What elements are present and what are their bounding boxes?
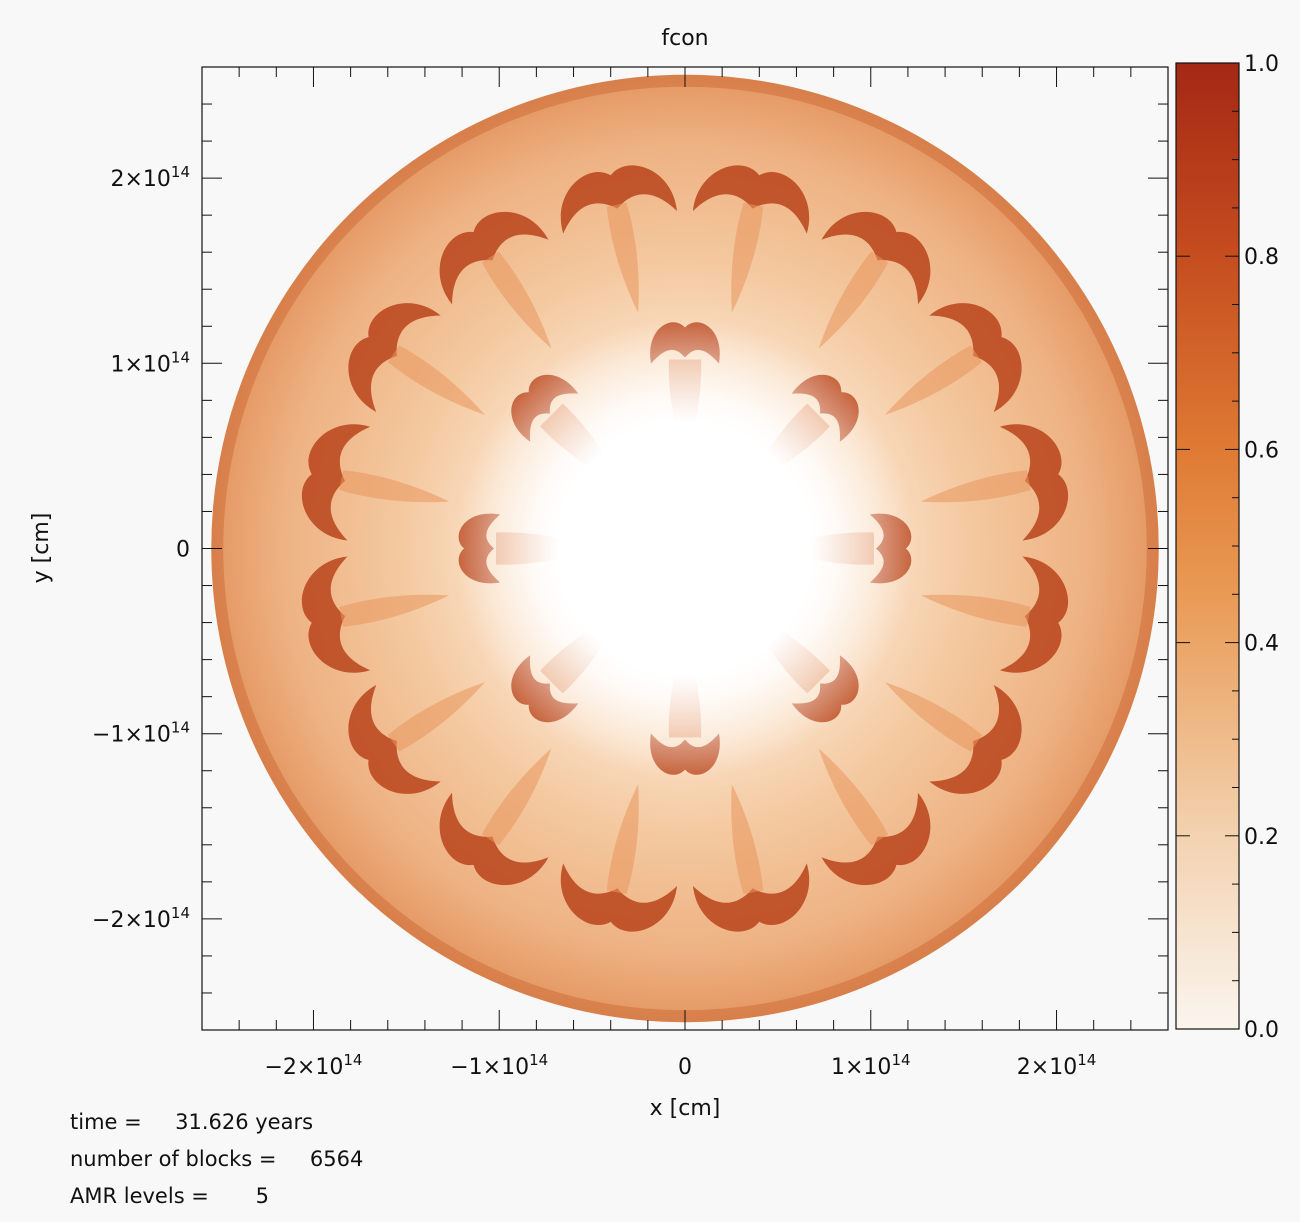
- plume-stem: [481, 251, 552, 349]
- plume-stem: [387, 345, 485, 415]
- plume-cap: [439, 211, 549, 305]
- plume-stem: [339, 594, 450, 627]
- plume-stem: [920, 594, 1031, 627]
- y-axis-label: y [cm]: [29, 513, 54, 584]
- colorbar-tick-label: 1.0: [1244, 52, 1279, 77]
- info-amr-levels: AMR levels = 5: [70, 1184, 269, 1208]
- plume-stem: [606, 784, 639, 895]
- plume-stem: [818, 748, 889, 846]
- heatmap-field: [211, 74, 1159, 1023]
- plume-cap: [348, 685, 441, 794]
- plume-stem: [731, 202, 764, 313]
- plume-cap: [821, 792, 931, 886]
- x-tick-labels: −2×1014 −1×1014 0 1×1014 2×1014: [264, 1051, 1096, 1080]
- bright-core: [455, 319, 915, 778]
- plume-feature: [818, 748, 931, 886]
- plume-feature: [818, 211, 931, 349]
- plume-feature: [920, 556, 1069, 673]
- plume-cap: [999, 556, 1069, 673]
- y-tick-label: −2×1014: [92, 904, 190, 933]
- colorbar-tick-label: 0.2: [1244, 825, 1279, 850]
- colorbar-ticks: 0.0 0.2 0.4 0.6 0.8 1.0: [1176, 52, 1279, 1043]
- plume-cap: [821, 211, 931, 305]
- plume-cap: [561, 165, 678, 234]
- colorbar-tick-label: 0.8: [1244, 245, 1279, 270]
- plume-stem: [606, 202, 639, 313]
- chart-title: fcon: [661, 26, 708, 51]
- plume-cap: [692, 863, 809, 932]
- x-axis-label: x [cm]: [650, 1096, 721, 1121]
- plume-feature: [439, 748, 552, 886]
- plume-feature: [561, 165, 678, 313]
- plume-stem: [387, 682, 485, 752]
- colorbar-tick-label: 0.4: [1244, 632, 1279, 657]
- plume-cap: [561, 863, 678, 932]
- plume-cap: [439, 792, 549, 886]
- info-blocks: number of blocks = 6564: [70, 1147, 364, 1171]
- plume-feature: [301, 424, 450, 541]
- x-tick-label: −1×1014: [450, 1051, 548, 1080]
- plume-cap: [929, 303, 1022, 412]
- plume-feature: [692, 784, 809, 932]
- plume-feature: [920, 424, 1069, 541]
- plume-stem: [731, 784, 764, 895]
- plume-stem: [885, 345, 983, 415]
- plume-feature: [301, 556, 450, 673]
- plume-stem: [481, 748, 552, 846]
- colorbar-tick-label: 0.0: [1244, 1018, 1279, 1043]
- info-time: time = 31.626 years: [70, 1110, 314, 1134]
- colorbar-tick-label: 0.6: [1244, 438, 1279, 463]
- plume-feature: [561, 784, 678, 932]
- plume-cap: [929, 685, 1022, 794]
- plume-feature: [885, 303, 1022, 415]
- plume-cap: [301, 556, 371, 673]
- axis-ticks: [202, 67, 1168, 1030]
- colorbar: [1175, 62, 1240, 1030]
- plume-feature: [348, 303, 485, 415]
- x-tick-label: −2×1014: [264, 1051, 362, 1080]
- plume-stem: [920, 470, 1031, 503]
- plume-feature: [885, 682, 1022, 794]
- plume-feature: [348, 682, 485, 794]
- plume-stem: [885, 682, 983, 752]
- y-tick-label: 2×1014: [110, 163, 190, 192]
- plume-stem: [339, 470, 450, 503]
- plume-stem: [818, 251, 889, 349]
- y-tick-label: 1×1014: [110, 348, 190, 377]
- plume-feature: [439, 211, 552, 349]
- x-tick-label: 1×1014: [831, 1051, 911, 1080]
- plume-cap: [999, 424, 1069, 541]
- x-tick-label: 0: [678, 1055, 692, 1080]
- plume-cap: [692, 165, 809, 234]
- y-tick-label: 0: [176, 538, 190, 563]
- plume-cap: [301, 424, 371, 541]
- plume-feature: [692, 165, 809, 313]
- x-tick-label: 2×1014: [1017, 1051, 1097, 1080]
- plume-cap: [348, 303, 441, 412]
- y-tick-label: −1×1014: [92, 719, 190, 748]
- y-tick-labels: 2×1014 1×1014 0 −1×1014 −2×1014: [92, 163, 190, 933]
